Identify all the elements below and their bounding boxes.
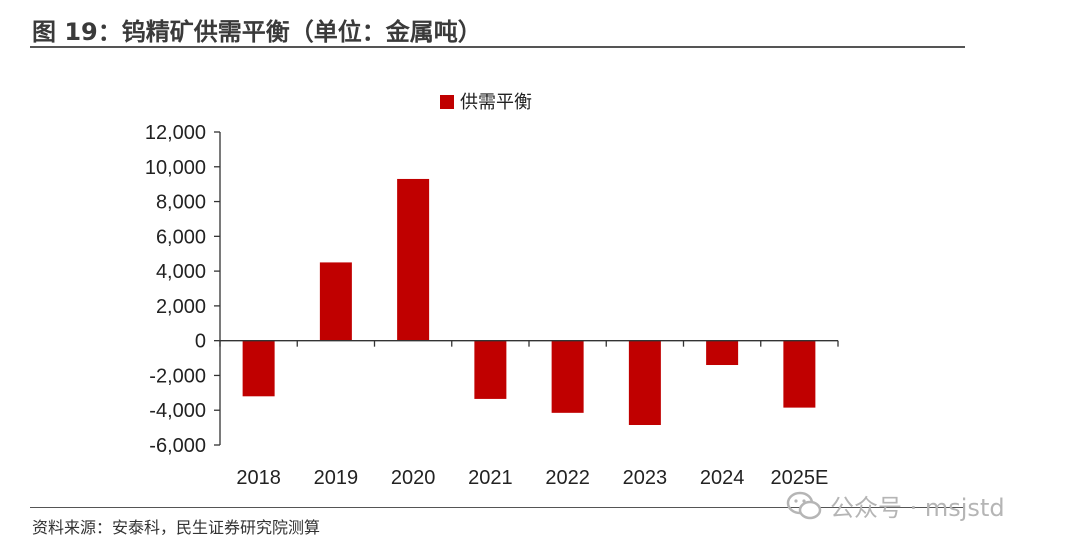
title-bar: 图 19：钨精矿供需平衡（单位：金属吨） [30, 8, 965, 48]
bar-2024 [706, 340, 739, 366]
x-tick-label: 2025E [770, 467, 828, 489]
bar-2018 [242, 340, 275, 397]
y-tick-label: 4,000 [156, 261, 206, 283]
bar-2025E [783, 340, 816, 408]
legend-label: 供需平衡 [460, 92, 532, 112]
bar-2022 [551, 340, 584, 413]
wechat-icon [786, 491, 822, 519]
y-tick-label: -6,000 [149, 435, 206, 457]
source-note: 资料来源：安泰科，民生证券研究院测算 [32, 518, 321, 537]
bar-2019 [319, 262, 352, 341]
y-tick-label: 8,000 [156, 192, 206, 214]
bars [242, 178, 816, 426]
y-tick-label: -2,000 [149, 365, 206, 387]
x-tick-label: 2019 [314, 467, 359, 489]
x-tick-label: 2018 [236, 467, 281, 489]
x-tick-label: 2021 [468, 467, 513, 489]
y-axis: -6,000 -4,000 -2,000 0 2,000 4,000 6,000 8,000 1… [145, 122, 221, 457]
source-divider [30, 507, 965, 508]
chart-legend: 供需平衡 [440, 92, 532, 112]
x-tick-label: 2023 [623, 467, 668, 489]
chart-container: 供需平衡 -6,000 -4,000 -2,000 0 2,000 4,000 6,000 8… [0, 60, 1080, 500]
page-title: 图 19：钨精矿供需平衡（单位：金属吨） [32, 18, 482, 46]
bar-2021 [474, 340, 507, 399]
y-tick-label: 0 [195, 331, 206, 353]
x-tick-label: 2022 [545, 467, 590, 489]
x-tick-label: 2024 [700, 467, 745, 489]
bar-2023 [628, 340, 661, 426]
watermark-text: 公众号 · msjstd [830, 494, 1005, 522]
y-tick-label: 12,000 [145, 122, 206, 144]
legend-swatch [440, 95, 454, 109]
x-axis: 2018 2019 2020 2021 2022 2023 2024 2025E [219, 340, 839, 489]
bar-chart: 供需平衡 -6,000 -4,000 -2,000 0 2,000 4,000 6,000 8… [145, 92, 839, 489]
y-tick-label: 6,000 [156, 226, 206, 248]
y-tick-label: 10,000 [145, 157, 206, 179]
watermark: 公众号 · msjstd [786, 488, 1005, 523]
x-tick-label: 2020 [391, 467, 436, 489]
bar-2020 [397, 178, 430, 341]
y-tick-label: 2,000 [156, 296, 206, 318]
y-tick-label: -4,000 [149, 400, 206, 422]
